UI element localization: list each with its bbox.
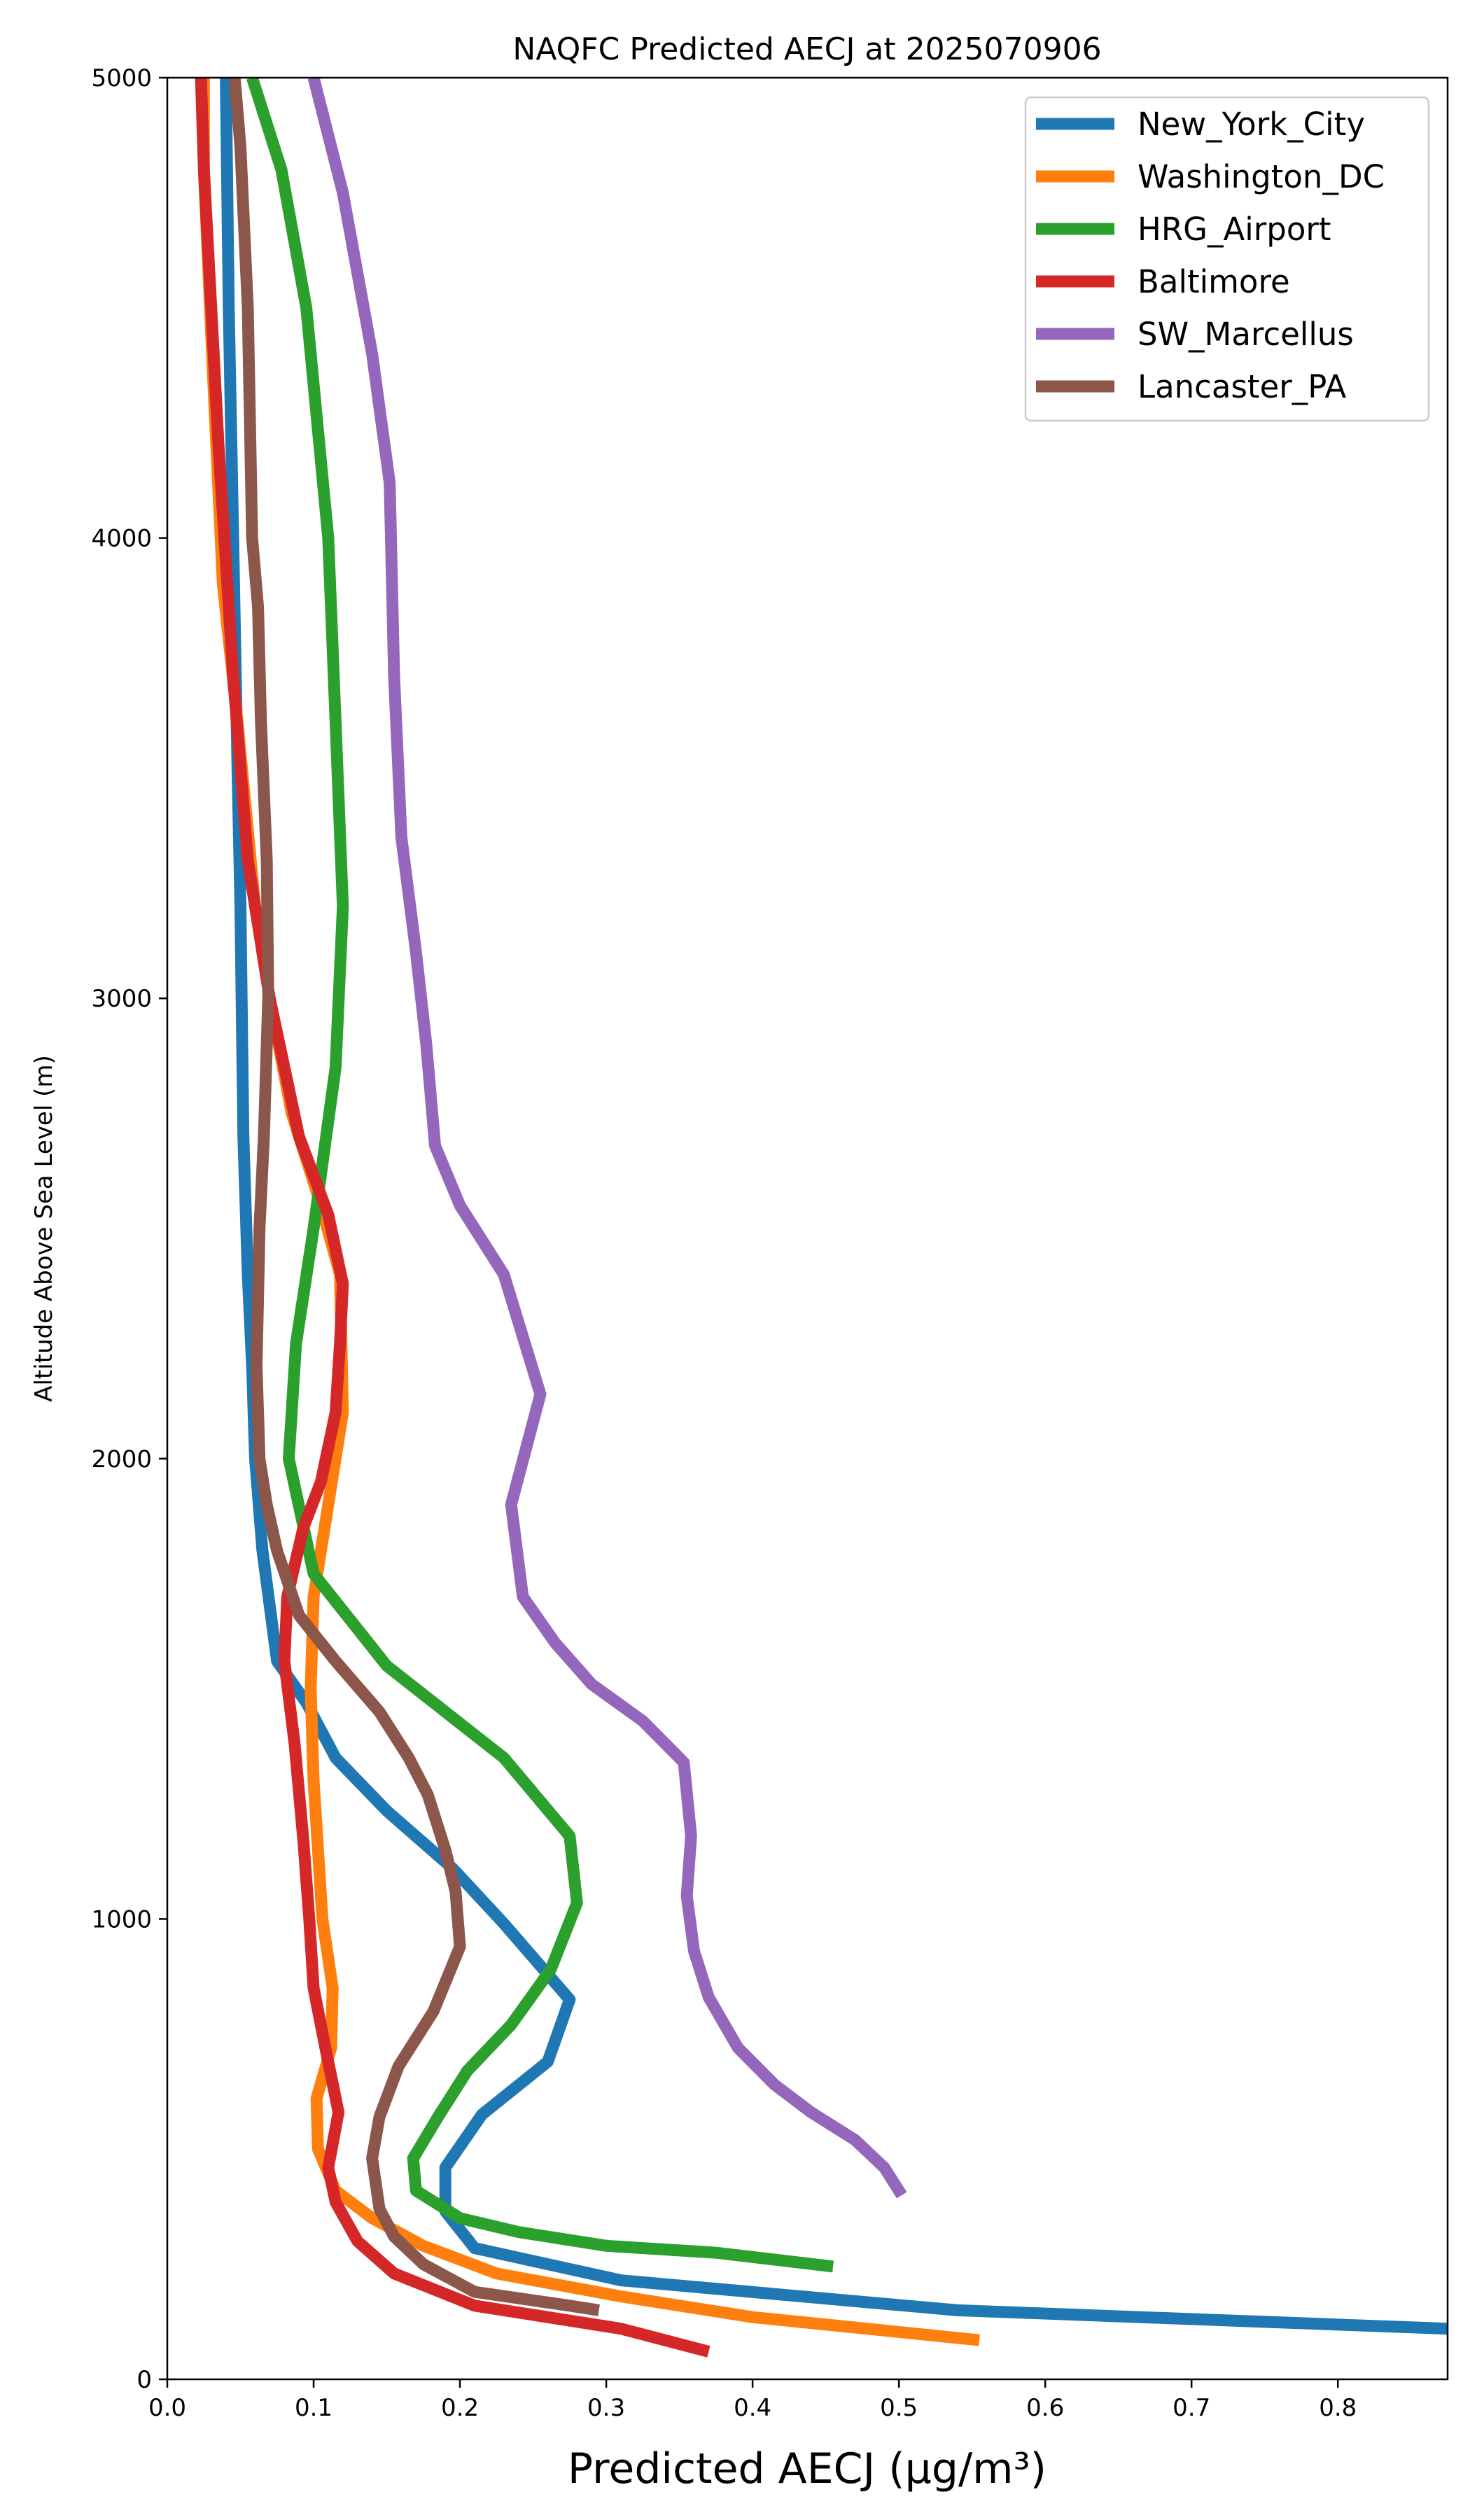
- y-tick-label: 4000: [91, 525, 152, 553]
- x-tick-label: 0.6: [1026, 2394, 1064, 2422]
- x-axis-ticks: 0.0 0.1 0.2 0.3 0.4 0.5 0.6 0.7 0.8: [148, 2379, 1357, 2422]
- x-axis-label: Predicted AECJ (μg/m³): [568, 2444, 1046, 2493]
- legend-box: [1024, 96, 1430, 422]
- y-tick-label: 1000: [91, 1905, 152, 1933]
- legend-label-hrg-airport: HRG_Airport: [1138, 211, 1331, 248]
- x-tick-label: 0.3: [587, 2394, 625, 2422]
- x-tick-label: 0.0: [148, 2394, 186, 2422]
- series-line-sw-marcellus: [307, 78, 907, 2199]
- series-line-hrg-airport: [246, 78, 834, 2273]
- plot-area: [195, 78, 1448, 2358]
- y-axis-label: Altitude Above Sea Level (m): [30, 1055, 58, 1402]
- series-line-lancaster-pa: [228, 78, 600, 2316]
- legend: New_York_City Washington_DC HRG_Airport Bal…: [1024, 96, 1430, 422]
- chart-title: NAQFC Predicted AECJ at 2025070906: [512, 31, 1101, 67]
- legend-label-washington-dc: Washington_DC: [1138, 158, 1385, 195]
- y-axis-ticks: 0 1000 2000 3000 4000 5000: [91, 64, 167, 2394]
- y-tick-label: 0: [136, 2366, 152, 2394]
- legend-label-sw-marcellus: SW_Marcellus: [1138, 316, 1354, 353]
- plot-frame: [166, 76, 1449, 2381]
- x-tick-label: 0.8: [1319, 2394, 1357, 2422]
- y-tick-label: 2000: [91, 1446, 152, 1474]
- series-lines: [195, 78, 1448, 2358]
- x-tick-label: 0.4: [734, 2394, 771, 2422]
- legend-label-lancaster-pa: Lancaster_PA: [1138, 368, 1347, 405]
- x-tick-label: 0.2: [441, 2394, 479, 2422]
- x-tick-label: 0.5: [880, 2394, 918, 2422]
- x-tick-label: 0.7: [1172, 2394, 1210, 2422]
- y-tick-label: 5000: [91, 64, 152, 92]
- legend-label-baltimore: Baltimore: [1138, 263, 1290, 300]
- y-tick-label: 3000: [91, 985, 152, 1013]
- legend-label-new-york-city: New_York_City: [1138, 106, 1365, 143]
- x-tick-label: 0.1: [295, 2394, 332, 2422]
